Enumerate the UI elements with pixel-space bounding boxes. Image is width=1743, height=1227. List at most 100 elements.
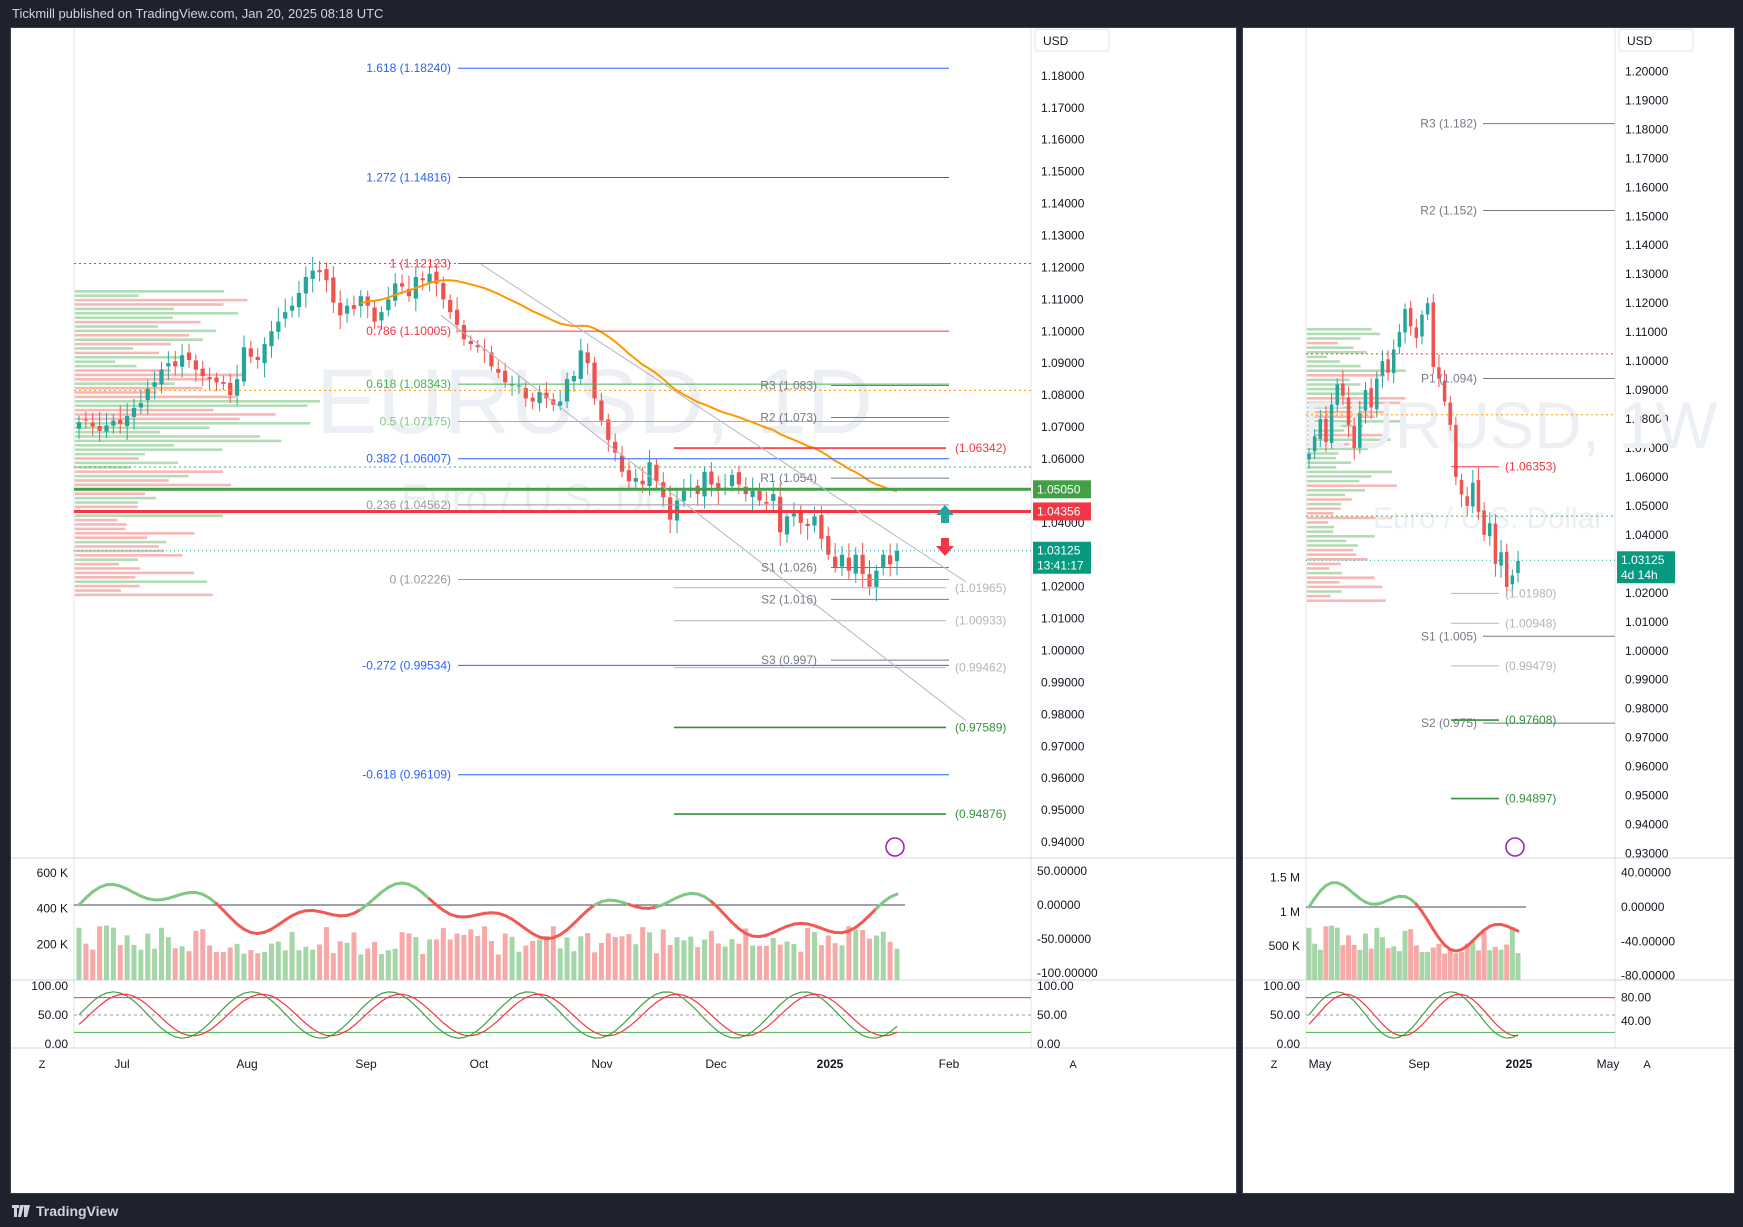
volume-bar xyxy=(323,927,329,980)
candle-body xyxy=(331,277,336,303)
candle-body xyxy=(791,513,797,517)
volume-bar xyxy=(722,946,728,980)
candle-body xyxy=(1329,404,1334,443)
volume-profile-bar xyxy=(1307,387,1344,391)
price-tick-label: 1.05000 xyxy=(1625,499,1669,513)
volume-profile-bar xyxy=(75,360,116,363)
right-chart-svg[interactable]: USD 1.20000 1.19000 1.18000 1.17000 1.16000 1.… xyxy=(1243,28,1734,1193)
volume-profile-bar xyxy=(75,400,321,403)
volume-profile-bar xyxy=(75,369,171,372)
left-chart-panel[interactable]: USD 1.18000 1.17000 1.16000 1.15000 1.14000 1.… xyxy=(10,27,1237,1194)
volume-profile-bar xyxy=(1307,479,1360,483)
candle-body xyxy=(310,270,315,279)
volume-bar xyxy=(846,926,852,980)
volume-profile-bar xyxy=(1307,392,1374,395)
stoch-d-line xyxy=(1308,993,1519,1037)
volume-bar xyxy=(578,936,584,980)
candle-body xyxy=(1420,314,1424,337)
candle-body xyxy=(200,368,205,376)
volume-profile-bar xyxy=(75,523,127,526)
volume-profile-bar xyxy=(1307,502,1341,506)
volume-bar xyxy=(619,936,625,980)
volume-bar xyxy=(1306,927,1312,980)
volume-profile-bar xyxy=(1307,484,1397,487)
volume-bar xyxy=(557,948,563,980)
volume-profile-bar xyxy=(75,320,201,324)
volume-bar xyxy=(461,934,467,980)
oscillator-tick-label: -100.00000 xyxy=(1037,966,1098,980)
price-tick-label: 1.06000 xyxy=(1041,452,1085,466)
volume-bar xyxy=(200,929,206,980)
oscillator-line-segment xyxy=(874,900,885,910)
currency-box[interactable] xyxy=(1618,28,1694,52)
volume-bar xyxy=(110,927,116,980)
price-tick-label: 0.96000 xyxy=(1625,760,1669,774)
candle-body xyxy=(668,497,673,520)
fib-level-label: 1.272 (1.14816) xyxy=(366,171,451,185)
event-lightning-icon[interactable] xyxy=(1505,837,1525,857)
stoch-left-tick-label: 100.00 xyxy=(1263,979,1300,993)
volume-profile-bar xyxy=(1307,567,1330,570)
volume-bar xyxy=(1396,951,1402,980)
price-tick-label: 1.16000 xyxy=(1041,133,1085,147)
volume-bar xyxy=(647,932,653,980)
candle-body xyxy=(606,419,611,440)
candle-body xyxy=(1408,308,1413,327)
volume-profile-bar xyxy=(1307,539,1347,543)
candle-body xyxy=(826,535,831,555)
candle-body xyxy=(179,355,185,367)
projection-level-label: (1.01980) xyxy=(1505,586,1556,600)
volume-bar xyxy=(1402,930,1408,980)
volume-bar xyxy=(564,937,570,980)
currency-box[interactable] xyxy=(1034,28,1110,52)
candle-body xyxy=(393,283,398,301)
volume-profile-bar xyxy=(75,461,179,465)
stoch-right-tick-label: 80.00 xyxy=(1621,991,1651,1005)
zoom-z-button[interactable]: Z xyxy=(1271,1059,1278,1071)
volume-bar xyxy=(378,953,384,980)
left-chart-svg[interactable]: USD 1.18000 1.17000 1.16000 1.15000 1.14000 1.… xyxy=(11,28,1236,1193)
candle-body xyxy=(654,464,659,482)
zoom-z-button[interactable]: Z xyxy=(39,1059,46,1071)
candle-body xyxy=(1414,327,1419,338)
auto-scale-a-button[interactable]: A xyxy=(1069,1059,1077,1071)
oscillator-line-segment xyxy=(1313,889,1322,900)
stoch-left-tick-label: 50.00 xyxy=(1270,1008,1300,1022)
volume-profile-bar xyxy=(75,505,138,509)
candle-body xyxy=(83,419,89,421)
currency-label[interactable]: USD xyxy=(1627,34,1653,48)
tradingview-logo[interactable]: TradingView xyxy=(12,1203,118,1219)
volume-bar xyxy=(103,925,109,980)
event-lightning-icon[interactable] xyxy=(885,837,905,857)
oscillator-tick-label: 0.00000 xyxy=(1621,900,1665,914)
pivot-label: S1 (1.026) xyxy=(761,561,817,575)
volume-bar xyxy=(1481,931,1487,980)
candle-body xyxy=(1488,523,1492,537)
candle-body xyxy=(131,407,137,417)
auto-scale-a-button[interactable]: A xyxy=(1643,1059,1651,1071)
candle-body xyxy=(1375,378,1379,410)
candle-body xyxy=(207,377,212,380)
candle-body xyxy=(372,307,377,322)
volume-bar xyxy=(887,941,893,980)
candle-body xyxy=(276,321,281,332)
fib-level-label: 0.5 (1.07175) xyxy=(380,414,451,428)
projection-level-label: (1.01965) xyxy=(955,581,1006,595)
currency-label[interactable]: USD xyxy=(1043,34,1069,48)
candle-body xyxy=(193,360,198,370)
volume-tick-label: 600 K xyxy=(37,866,68,880)
candle-body xyxy=(1358,413,1362,448)
fib-level-label: -0.618 (0.96109) xyxy=(362,768,451,782)
oscillator-line-segment xyxy=(730,920,741,931)
volume-bar xyxy=(1436,943,1442,980)
pivot-label: S2 (1.016) xyxy=(761,592,817,606)
volume-profile-bar xyxy=(75,483,232,487)
volume-profile-bar xyxy=(1307,507,1341,510)
price-tick-label: 1.11000 xyxy=(1625,325,1668,339)
volume-profile-bar xyxy=(1307,493,1345,497)
volume-profile-bar xyxy=(75,554,183,557)
right-chart-panel[interactable]: USD 1.20000 1.19000 1.18000 1.17000 1.16000 1.… xyxy=(1242,27,1735,1194)
candle-body xyxy=(812,516,817,526)
volume-bar xyxy=(440,928,446,980)
candle-body xyxy=(344,305,350,314)
